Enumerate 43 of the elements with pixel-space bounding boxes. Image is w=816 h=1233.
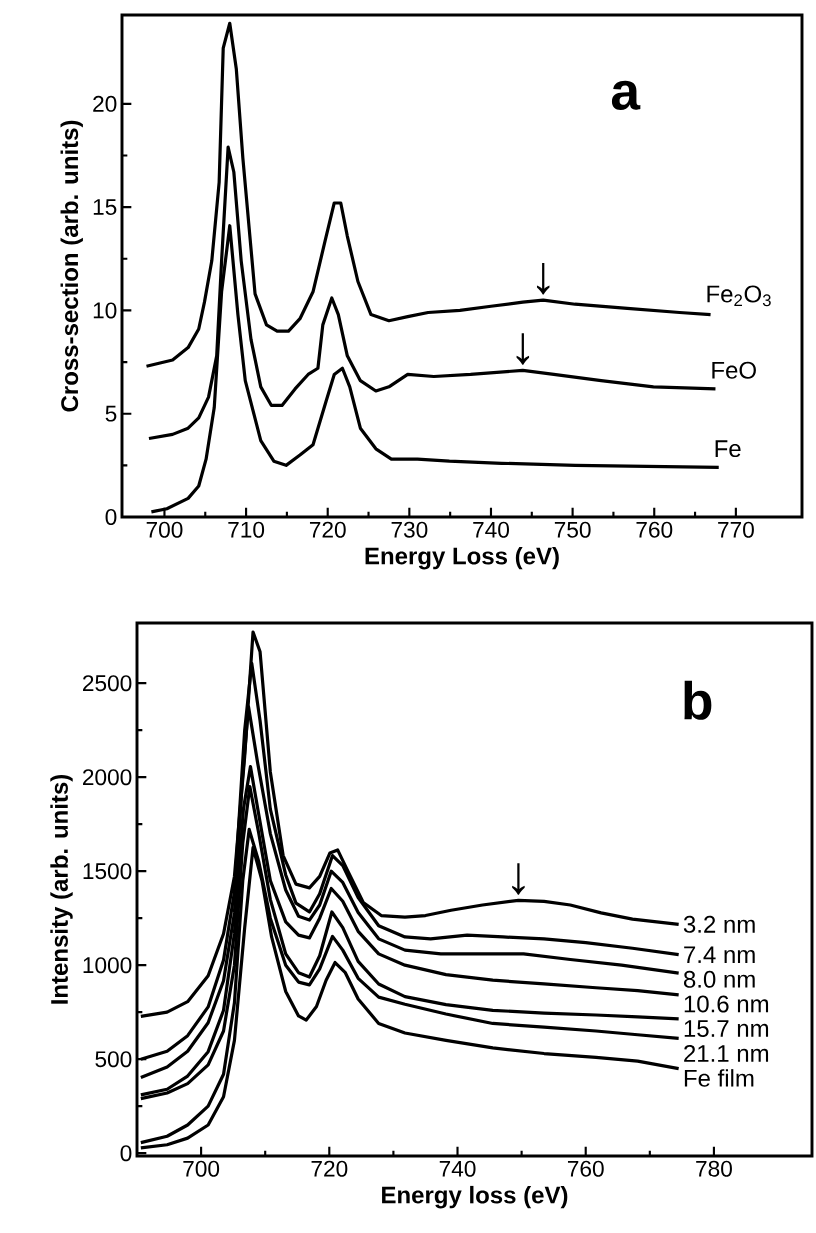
x-tick-label: 700 — [146, 521, 183, 538]
x-tick-label: 750 — [554, 521, 591, 538]
x-tick-label: 710 — [228, 521, 265, 538]
series-label: Fe film — [684, 1069, 754, 1087]
y-axis-title: Cross-section (arb. units) — [60, 120, 83, 412]
series-label: 3.2 nm — [683, 915, 755, 933]
series-label: 21.1 nm — [684, 1044, 769, 1062]
x-tick-label: 720 — [311, 1160, 348, 1177]
y-tick-label: 2000 — [83, 769, 132, 786]
x-tick-label: 740 — [473, 521, 510, 538]
x-axis-title: Energy Loss (eV) — [365, 546, 559, 570]
y-tick-label: 10 — [93, 302, 117, 319]
annotation: a — [611, 80, 641, 110]
y-tick-label: 1000 — [83, 957, 132, 974]
y-axis-title: Intensity (arb. units) — [50, 774, 73, 1004]
series-label: 15.7 nm — [684, 1020, 769, 1038]
y-tick-label: 5 — [105, 405, 117, 422]
x-tick-label: 760 — [567, 1160, 604, 1177]
y-tick-label: 0 — [105, 508, 117, 526]
y-tick-label: 20 — [93, 95, 117, 112]
y-tick-label: 2500 — [83, 675, 132, 692]
x-tick-label: 760 — [636, 521, 673, 538]
annotation: ↓ — [536, 262, 550, 295]
series-label: FeO — [712, 361, 756, 379]
y-tick-label: 500 — [95, 1051, 132, 1068]
annotation: ↓ — [512, 863, 525, 895]
annotation: ↓ — [516, 333, 530, 365]
x-tick-label: 720 — [309, 521, 346, 538]
x-tick-label: 780 — [696, 1160, 732, 1177]
x-axis-title: Energy loss (eV) — [382, 1185, 568, 1209]
series-label: 8.0 nm — [683, 970, 755, 988]
series-label: 7.4 nm — [684, 946, 755, 963]
y-tick-label: 0 — [120, 1145, 132, 1162]
series-label: 10.6 nm — [684, 995, 769, 1013]
series-label: Fe$_{2}$O$_{3}$ — [707, 285, 771, 307]
x-tick-label: 700 — [183, 1160, 220, 1177]
x-tick-label: 740 — [439, 1160, 476, 1177]
series-label: Fe — [715, 440, 741, 458]
y-tick-label: 15 — [93, 199, 117, 216]
x-tick-label: 770 — [718, 521, 754, 538]
y-tick-label: 1500 — [83, 863, 132, 880]
x-tick-label: 730 — [391, 521, 428, 538]
annotation: b — [684, 680, 712, 720]
